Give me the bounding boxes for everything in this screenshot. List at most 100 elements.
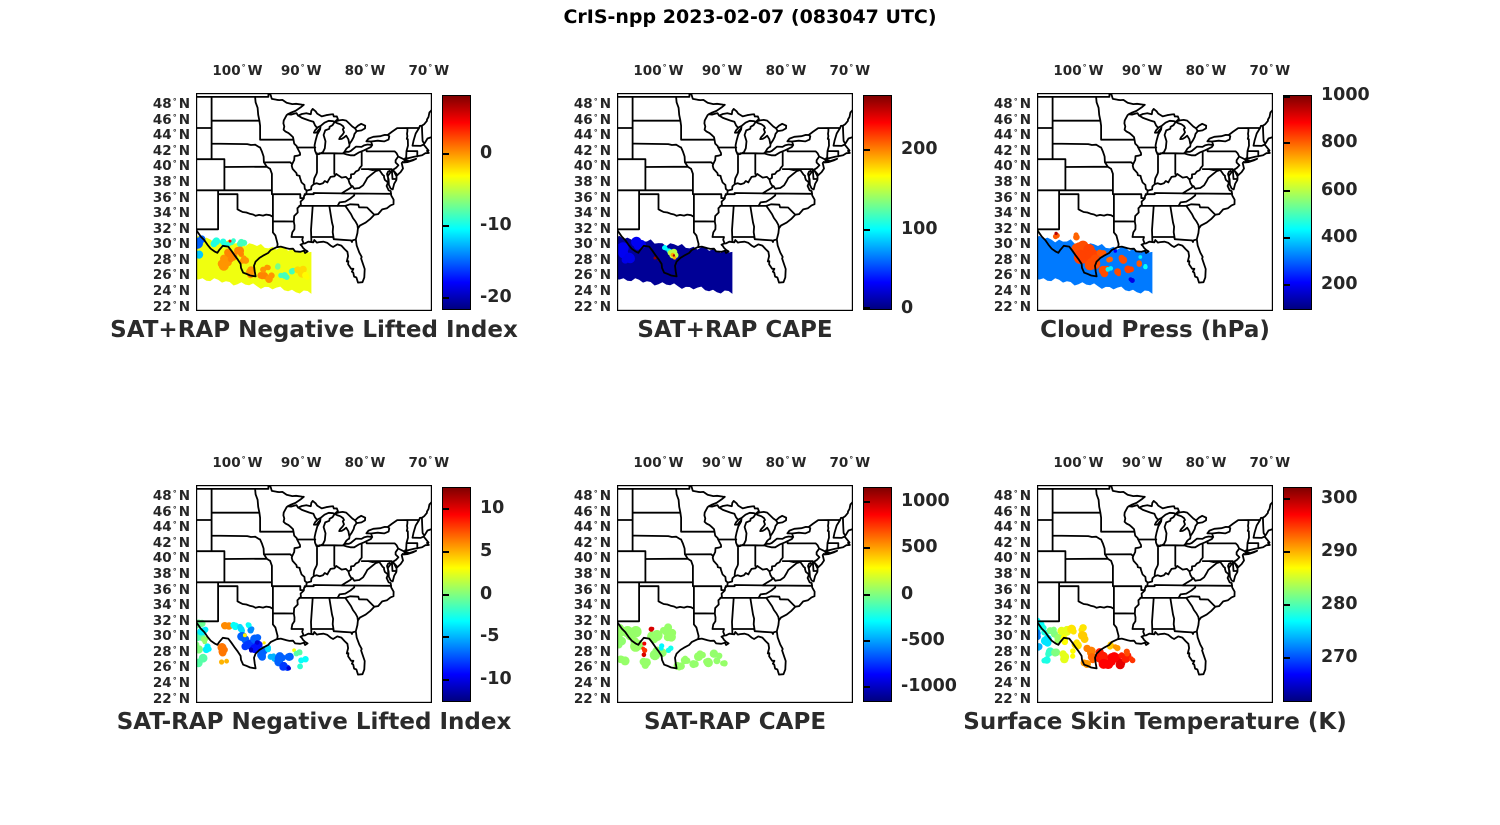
lat-tick-label: 40° N [152,158,190,175]
lon-tick-label: 90° W [1121,455,1163,471]
lat-tick-label: 26° N [152,659,190,676]
map-plot [617,93,853,311]
lon-tick-label: 70° W [1249,455,1291,471]
lat-tick-label: 30° N [152,236,190,253]
lon-tick-label: 100° W [633,63,684,79]
colorbar-tick [864,149,870,152]
colorbar-tick [1284,237,1290,239]
lat-tick-label: 48° N [993,96,1031,113]
colorbar-tick [1284,142,1290,145]
colorbar-tick [443,593,449,596]
lat-tick-label: 40° N [993,158,1031,175]
lat-tick-label: 38° N [152,566,190,583]
lat-tick-label: 28° N [152,643,190,660]
us-state-boundaries [196,93,432,284]
lat-tick-label: 22° N [993,298,1031,315]
colorbar-tick-label: -500 [901,629,945,650]
lat-tick-label: 40° N [573,550,611,567]
panel-sat-minus-rap-cape: SAT-RAP CAPE 100° W 90° W 80° W 70° W 48° N 46° N 44… [555,443,957,743]
lon-tick-label: 70° W [829,455,871,471]
colorbar-tick [864,593,870,596]
panel-cloud-press: Cloud Press (hPa) 100° W 90° W 80° W 70° W 48° N 4… [975,51,1375,351]
us-state-boundaries [1037,93,1273,284]
lat-tick-label: 22° N [993,690,1031,707]
lat-tick-label: 30° N [573,236,611,253]
panel-title: SAT-RAP Negative Lifted Index [116,709,512,735]
swath-data-points [196,235,310,283]
us-state-boundaries [617,93,853,284]
lat-tick-label: 24° N [152,675,190,692]
lat-tick-label: 36° N [152,581,190,598]
colorbar-tick-label: 280 [1321,594,1358,615]
lat-tick-label: 44° N [573,127,611,144]
lat-tick-label: 48° N [152,488,190,505]
lat-tick-label: 32° N [573,220,611,237]
colorbar-tick-label: 0 [901,583,914,604]
lat-tick-label: 38° N [993,174,1031,191]
colorbar-tick-label: 1000 [1321,85,1370,105]
lon-tick-label: 100° W [212,63,263,79]
lon-tick-label: 70° W [829,63,871,79]
colorbar-tick [864,686,870,689]
lat-tick-label: 46° N [152,111,190,128]
lon-tick-label: 80° W [765,63,807,79]
lon-tick-label: 100° W [633,455,684,471]
lat-tick-label: 42° N [573,534,611,551]
lat-tick-label: 48° N [573,488,611,505]
lat-tick-label: 24° N [993,283,1031,300]
lat-tick-label: 40° N [573,158,611,175]
colorbar-tick [864,500,870,503]
lat-tick-label: 32° N [152,612,190,629]
lat-tick-label: 44° N [152,519,190,536]
lat-tick-label: 26° N [993,267,1031,284]
lon-tick-label: 80° W [765,455,807,471]
colorbar-tick-label: 1000 [901,490,950,511]
colorbar-tick [443,297,449,300]
lat-tick-label: 26° N [573,267,611,284]
lat-tick-label: 28° N [573,251,611,268]
colorbar [863,95,892,310]
lat-tick-label: 30° N [993,236,1031,253]
colorbar-tick [443,508,449,511]
lon-tick-label: 70° W [1249,63,1291,79]
lat-tick-label: 46° N [152,503,190,520]
lat-tick-label: 30° N [993,628,1031,645]
lat-tick-label: 34° N [993,205,1031,222]
colorbar-tick [1284,604,1290,607]
lon-tick-label: 100° W [1053,455,1104,471]
lon-tick-label: 80° W [1185,455,1227,471]
colorbar-tick-label: 290 [1321,540,1358,561]
lon-tick-label: 100° W [212,455,263,471]
map-plot [1037,485,1273,703]
lat-tick-label: 36° N [573,581,611,598]
panel-title: Cloud Press (hPa) [1040,317,1270,343]
colorbar [1283,487,1312,702]
lat-tick-label: 22° N [152,298,190,315]
lat-tick-label: 26° N [152,267,190,284]
lat-tick-label: 26° N [573,659,611,676]
lat-tick-label: 36° N [993,189,1031,206]
lat-tick-label: 44° N [573,519,611,536]
lat-tick-label: 24° N [573,675,611,692]
lat-tick-label: 44° N [993,127,1031,144]
us-state-boundaries [1037,485,1273,676]
colorbar-tick [1284,497,1290,500]
panel-title: SAT-RAP CAPE [643,709,827,735]
lat-tick-label: 40° N [993,550,1031,567]
lat-tick-label: 32° N [993,612,1031,629]
lon-tick-label: 80° W [344,63,386,79]
lat-tick-label: 42° N [152,142,190,159]
lat-tick-label: 44° N [152,127,190,144]
panel-sat-plus-rap-lifted-index: SAT+RAP Negative Lifted Index 100° W 90° W 8… [110,51,534,351]
colorbar-tick-label: -10 [480,214,512,235]
lon-tick-label: 90° W [701,63,743,79]
lat-tick-label: 28° N [573,643,611,660]
colorbar-tick [443,678,449,681]
lat-tick-label: 26° N [993,659,1031,676]
map-plot [617,485,853,703]
map-plot [1037,93,1273,311]
map-frame [1037,485,1273,703]
lat-tick-label: 24° N [993,675,1031,692]
lat-tick-label: 22° N [573,298,611,315]
colorbar-tick-label: 200 [901,139,938,160]
